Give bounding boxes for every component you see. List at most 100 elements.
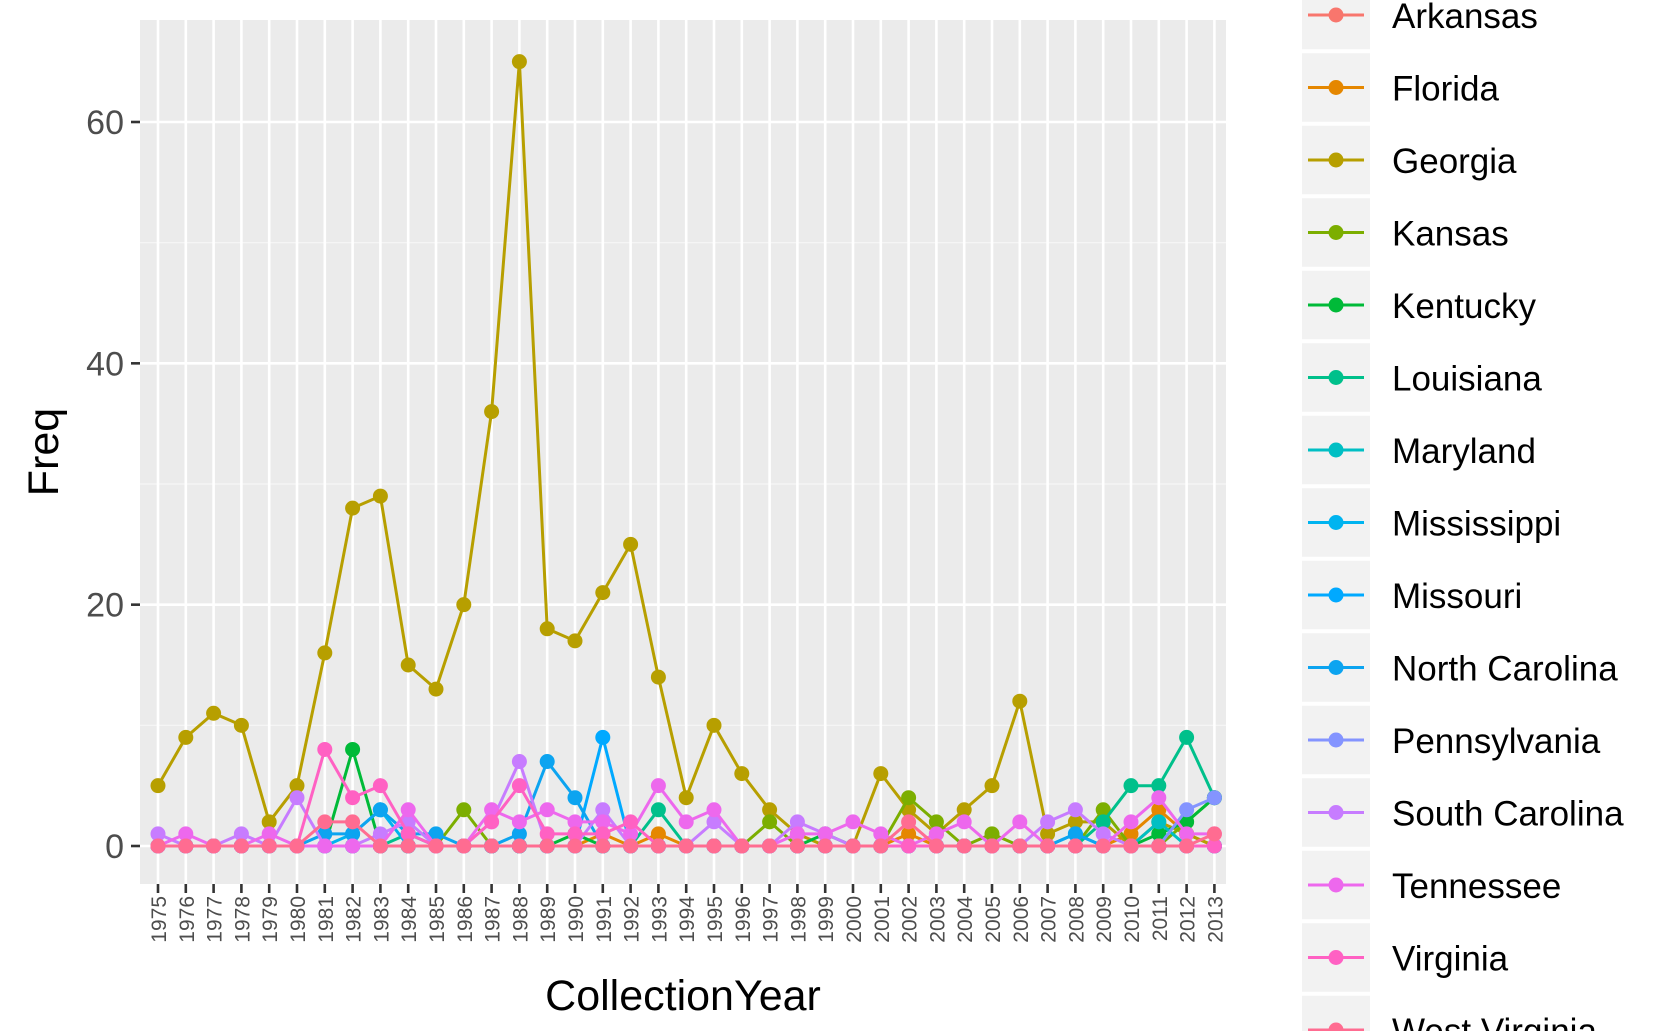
data-point [206,838,222,854]
data-point [1179,802,1195,818]
data-point [706,802,722,818]
data-point [372,488,388,504]
data-point [1179,814,1195,830]
data-point [400,802,416,818]
data-point [901,826,917,842]
data-point [150,838,166,854]
legend-label: Missouri [1392,577,1522,616]
data-point [484,404,500,420]
data-point [984,778,1000,794]
data-point [428,838,444,854]
data-point [1095,814,1111,830]
data-point [1012,814,1028,830]
data-point [623,536,639,552]
data-point [1067,838,1083,854]
data-point [706,814,722,830]
data-point [317,814,333,830]
data-point [178,729,194,745]
data-point [289,790,305,806]
data-point [511,814,527,830]
data-point [317,741,333,757]
x-tick-label: 2007 [1038,896,1061,943]
data-point [734,838,750,854]
x-tick-label: 2009 [1093,896,1116,943]
data-point [567,838,583,854]
legend-key-point [1328,80,1344,95]
data-point [762,802,778,818]
data-point [734,766,750,782]
x-tick-label: 2011 [1149,896,1172,941]
data-point [650,838,666,854]
y-tick-label: 40 [86,345,124,383]
data-point [567,814,583,830]
legend-label: Kansas [1392,215,1509,254]
data-point [901,790,917,806]
data-point [456,597,472,613]
x-tick-label: 1991 [593,896,616,943]
legend-label: Pennsylvania [1392,722,1601,761]
legend-label: South Carolina [1392,795,1624,834]
data-point [595,826,611,842]
x-tick-label: 1986 [454,896,477,943]
x-tick-label: 1981 [315,896,338,943]
data-point [233,717,249,733]
legend-key-point [1328,660,1344,675]
data-point [317,838,333,854]
data-point [928,814,944,830]
legend-key-point [1328,732,1344,748]
x-tick-label: 2001 [871,896,894,943]
data-point [1179,838,1195,854]
data-point [1040,838,1056,854]
data-point [261,826,277,842]
x-tick-label: 1998 [787,896,810,943]
data-point [511,838,527,854]
data-point [789,814,805,830]
plot-panel [140,20,1226,884]
data-point [178,838,194,854]
x-tick-label: 2008 [1065,896,1088,943]
data-point [1123,814,1139,830]
x-tick-label: 1990 [565,896,588,943]
data-point [484,814,500,830]
data-point [289,778,305,794]
data-point [1012,693,1028,709]
data-point [1179,826,1195,842]
legend-label: Virginia [1392,940,1509,979]
data-point [623,838,639,854]
data-point [984,826,1000,842]
data-point [1095,838,1111,854]
legend-key-point [1328,370,1344,385]
legend-key-bg [1302,0,1370,50]
legend-label: West Virginia [1392,1012,1597,1031]
legend-key-point [1328,7,1344,23]
data-point [372,802,388,818]
data-point [1067,826,1083,842]
data-point [178,826,194,842]
x-tick-label: 2003 [926,896,949,943]
x-tick-label: 1989 [537,896,560,943]
data-point [873,838,889,854]
data-point [289,838,305,854]
legend-key-point [1328,442,1344,458]
data-point [1151,778,1167,794]
legend-label: Louisiana [1392,360,1542,399]
legend: Arkansas Florida Georgia Kansas Kentucky Loui… [1302,0,1624,1036]
y-axis-title: Freq [20,408,68,496]
data-point [1206,790,1222,806]
legend-label: Maryland [1392,432,1536,471]
data-point [1040,814,1056,830]
data-point [345,814,361,830]
x-tick-label: 1982 [343,896,366,943]
data-point [1095,826,1111,842]
data-point [650,802,666,818]
data-point [345,741,361,757]
legend-key-point [1328,297,1344,313]
data-point [150,826,166,842]
data-point [1151,826,1167,842]
data-point [817,838,833,854]
x-axis-title: CollectionYear [545,972,821,1020]
x-tick-label: 1985 [426,896,449,943]
data-point [1012,838,1028,854]
x-tick-label: 1975 [148,896,171,943]
data-point [845,838,861,854]
